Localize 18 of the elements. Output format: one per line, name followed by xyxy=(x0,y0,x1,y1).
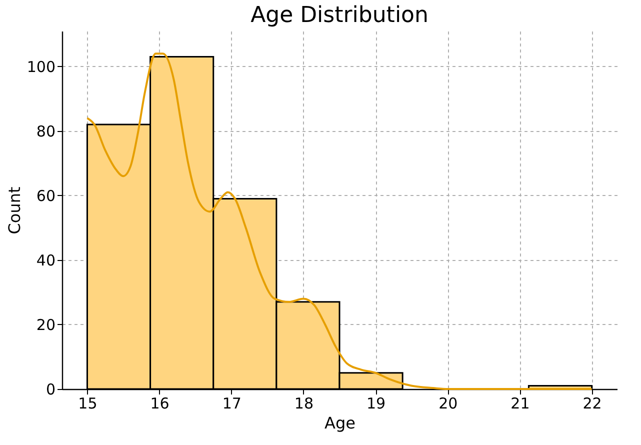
chart-title: Age Distribution xyxy=(250,3,428,28)
x-tick-label: 20 xyxy=(438,394,458,412)
x-axis-title: Age xyxy=(324,414,356,432)
y-tick-label: 60 xyxy=(36,186,56,205)
x-tick-label: 21 xyxy=(510,394,530,412)
x-tick-label: 16 xyxy=(150,394,170,412)
x-tick-label: 15 xyxy=(78,394,98,412)
line-series xyxy=(86,52,593,390)
y-axis-title: Count xyxy=(4,186,24,234)
y-tick-label: 80 xyxy=(36,122,56,140)
y-tick-label: 40 xyxy=(36,251,56,270)
x-tick-label: 22 xyxy=(582,394,602,412)
x-tick-label: 18 xyxy=(294,394,314,412)
x-tick-label: 17 xyxy=(222,394,242,412)
y-tick-label: 0 xyxy=(46,380,56,398)
x-tick-label: 19 xyxy=(366,394,386,412)
y-tick-label: 20 xyxy=(36,316,56,334)
y-tick-label: 100 xyxy=(26,58,56,76)
